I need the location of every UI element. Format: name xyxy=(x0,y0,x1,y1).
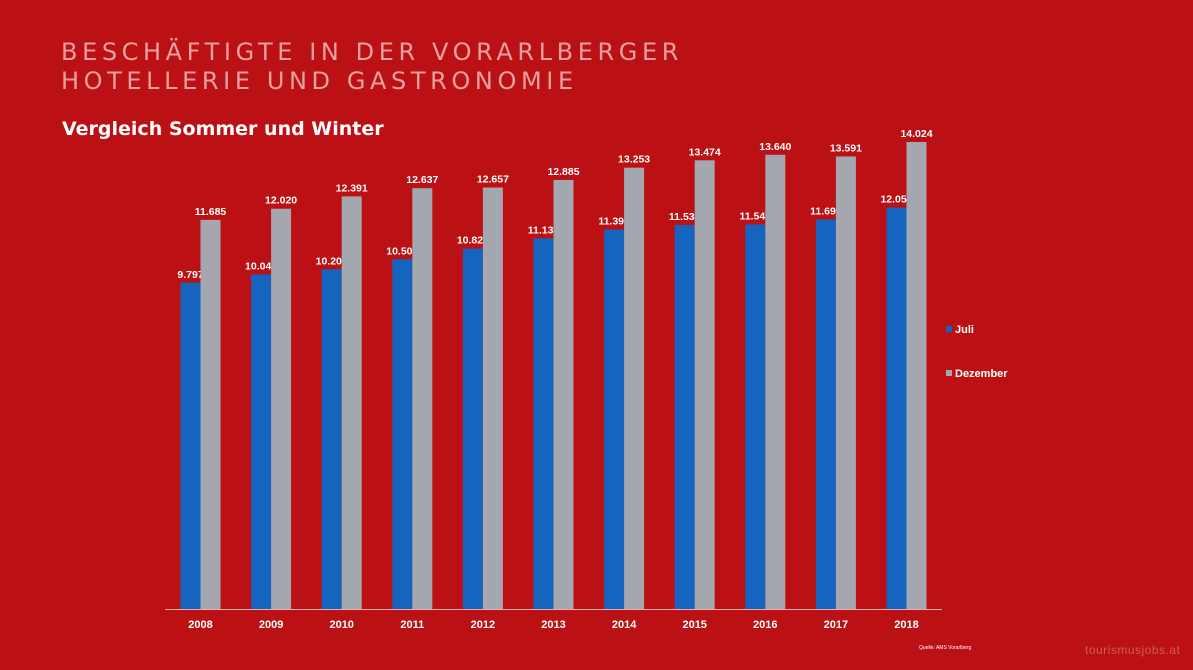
bar-juli-2009 xyxy=(251,274,272,609)
bar-dezember-2008 xyxy=(200,219,221,609)
data-label-dezember-2009: 12.020 xyxy=(265,195,297,207)
watermark: tourismusjobs.at xyxy=(1085,643,1181,657)
data-label-dezember-2018: 14.024 xyxy=(900,128,932,140)
title-line-1: BESCHÄFTIGTE IN DER VORARLBERGER xyxy=(61,38,684,66)
legend-swatch-dezember xyxy=(946,370,952,376)
chart-subtitle: Vergleich Sommer und Winter xyxy=(62,118,384,140)
bar-juli-2015 xyxy=(674,225,695,610)
data-label-juli-2013: 11.131 xyxy=(528,224,560,236)
bar-juli-2012 xyxy=(462,248,483,610)
data-label-dezember-2008: 11.685 xyxy=(195,206,227,218)
x-tick-label-2013: 2013 xyxy=(541,619,565,631)
data-label-dezember-2016: 13.640 xyxy=(759,141,791,153)
data-label-juli-2018: 12.056 xyxy=(880,194,912,206)
bar-dezember-2013 xyxy=(553,179,574,609)
legend-label-juli: Juli xyxy=(955,324,974,336)
x-tick-label-2016: 2016 xyxy=(753,619,777,631)
data-label-dezember-2015: 13.474 xyxy=(689,146,721,158)
bar-juli-2014 xyxy=(604,229,625,609)
x-tick-label-2010: 2010 xyxy=(329,619,353,631)
bar-dezember-2010 xyxy=(341,196,362,609)
legend-label-dezember: Dezember xyxy=(955,368,1008,380)
data-label-juli-2016: 11.549 xyxy=(740,210,772,222)
data-label-juli-2012: 10.822 xyxy=(457,235,489,247)
data-label-juli-2014: 11.394 xyxy=(598,216,630,228)
x-tick-label-2017: 2017 xyxy=(824,619,848,631)
data-label-dezember-2011: 12.637 xyxy=(406,174,438,186)
bar-juli-2018 xyxy=(886,207,907,609)
data-label-dezember-2012: 12.657 xyxy=(477,174,509,186)
x-tick-label-2011: 2011 xyxy=(400,619,424,631)
x-tick-label-2014: 2014 xyxy=(612,619,637,631)
x-tick-label-2008: 2008 xyxy=(188,619,212,631)
bar-dezember-2016 xyxy=(765,154,786,609)
x-tick-label-2009: 2009 xyxy=(259,619,283,631)
bar-dezember-2012 xyxy=(482,187,503,609)
legend-item-juli: Juli xyxy=(946,324,974,336)
data-label-juli-2015: 11.531 xyxy=(669,211,701,223)
legend-item-dezember: Dezember xyxy=(946,368,1008,380)
bar-dezember-2018 xyxy=(906,142,927,609)
bar-juli-2011 xyxy=(392,259,413,609)
data-label-juli-2010: 10.202 xyxy=(316,255,348,267)
source-note: Quelle: AMS Vorarlberg xyxy=(919,645,972,651)
bar-dezember-2014 xyxy=(624,167,645,609)
bar-juli-2008 xyxy=(180,282,201,609)
bar-juli-2013 xyxy=(533,238,554,609)
bar-dezember-2015 xyxy=(694,160,715,609)
bar-dezember-2009 xyxy=(271,208,292,609)
data-label-dezember-2010: 12.391 xyxy=(336,182,368,194)
data-label-dezember-2014: 13.253 xyxy=(618,154,650,166)
bar-dezember-2011 xyxy=(412,188,433,609)
data-label-juli-2009: 10.047 xyxy=(245,260,277,272)
bar-juli-2017 xyxy=(815,219,836,609)
legend-swatch-juli xyxy=(946,326,952,332)
data-label-dezember-2013: 12.885 xyxy=(547,166,579,178)
bar-dezember-2017 xyxy=(835,156,856,609)
bar-juli-2016 xyxy=(745,224,766,609)
data-label-juli-2011: 10.502 xyxy=(386,245,418,257)
data-label-dezember-2017: 13.591 xyxy=(830,142,862,154)
x-tick-label-2018: 2018 xyxy=(894,619,918,631)
data-label-juli-2008: 9.797 xyxy=(177,269,203,281)
x-tick-label-2015: 2015 xyxy=(682,619,706,631)
title-line-2: HOTELLERIE UND GASTRONOMIE xyxy=(61,67,578,95)
bar-juli-2010 xyxy=(321,269,342,609)
data-label-juli-2017: 11.698 xyxy=(810,205,842,217)
x-tick-label-2012: 2012 xyxy=(471,619,495,631)
